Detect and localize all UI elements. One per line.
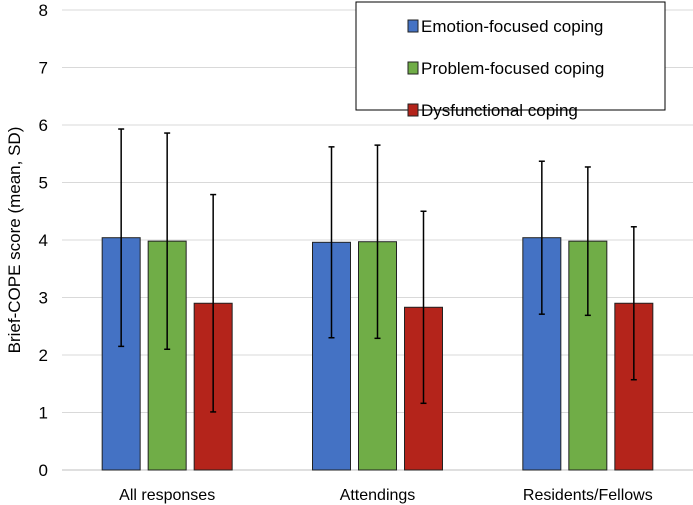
- error-bar: [584, 166, 591, 317]
- error-bar: [538, 160, 545, 315]
- error-bar: [374, 144, 381, 340]
- y-tick-label: 6: [39, 116, 48, 135]
- legend-label: Emotion-focused coping: [421, 17, 603, 36]
- y-tick-label: 4: [39, 231, 48, 250]
- error-bar: [630, 226, 637, 381]
- error-bar: [210, 193, 217, 413]
- y-axis-label: Brief-COPE score (mean, SD): [5, 127, 24, 354]
- legend-swatch: [407, 61, 419, 75]
- y-tick-label: 0: [39, 461, 48, 480]
- error-bar: [164, 132, 171, 350]
- y-tick-label: 5: [39, 174, 48, 193]
- x-tick-label: Residents/Fellows: [523, 487, 653, 504]
- error-bar: [328, 146, 335, 339]
- y-tick-label: 3: [39, 289, 48, 308]
- legend-swatch: [407, 103, 419, 117]
- y-tick-label: 1: [39, 404, 48, 423]
- legend-label: Problem-focused coping: [421, 59, 604, 78]
- y-tick-label: 2: [39, 346, 48, 365]
- legend-swatch: [407, 19, 419, 33]
- y-tick-label: 8: [39, 1, 48, 20]
- error-bar: [420, 210, 427, 405]
- y-tick-label: 7: [39, 59, 48, 78]
- x-tick-label: All responses: [119, 487, 215, 504]
- legend-label: Dysfunctional coping: [421, 101, 578, 120]
- error-bar: [118, 128, 125, 348]
- x-tick-label: Attendings: [340, 487, 416, 504]
